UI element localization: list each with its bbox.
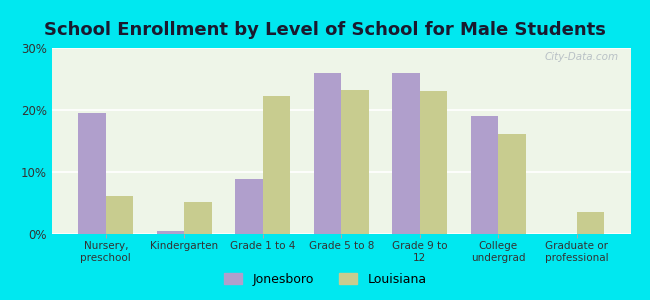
Bar <box>157 231 184 234</box>
Bar <box>184 202 212 234</box>
Bar <box>235 179 263 234</box>
Bar <box>314 73 341 234</box>
Bar <box>263 96 291 234</box>
Text: School Enrollment by Level of School for Male Students: School Enrollment by Level of School for… <box>44 21 606 39</box>
Legend: Jonesboro, Louisiana: Jonesboro, Louisiana <box>218 268 432 291</box>
Bar <box>78 113 106 234</box>
Bar <box>471 116 499 234</box>
Bar <box>392 73 420 234</box>
Bar <box>106 196 133 234</box>
Bar <box>577 212 604 234</box>
Bar <box>499 134 526 234</box>
Bar <box>420 92 447 234</box>
Bar <box>341 90 369 234</box>
Text: City-Data.com: City-Data.com <box>545 52 619 62</box>
